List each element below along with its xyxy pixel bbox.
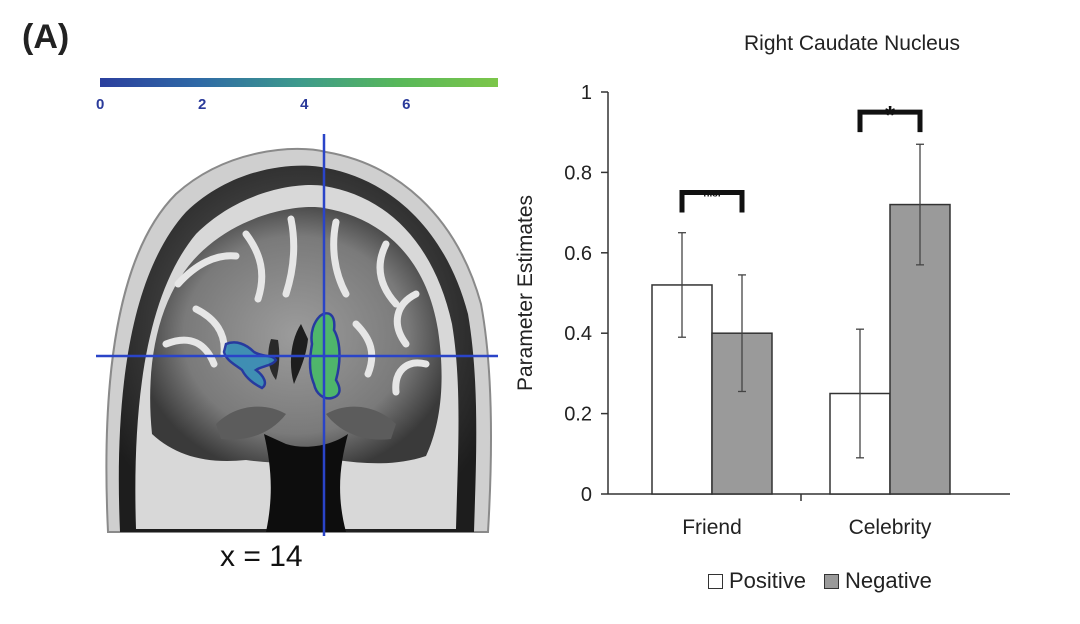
colorbar-tick-label: 2 bbox=[198, 96, 207, 113]
y-tick-label: 1 bbox=[581, 82, 592, 104]
colorbar-tick-label: 4 bbox=[300, 96, 309, 113]
panel-label: (A) bbox=[22, 18, 70, 56]
legend-item-negative: Negative bbox=[824, 568, 932, 594]
y-tick-label: 0 bbox=[581, 484, 592, 506]
significance-label: * bbox=[885, 100, 896, 130]
chart-title: Right Caudate Nucleus bbox=[744, 32, 960, 55]
colorbar bbox=[100, 78, 498, 87]
legend-label-negative: Negative bbox=[845, 568, 932, 593]
y-axis-label: Parameter Estimates bbox=[514, 195, 537, 391]
significance-bracket bbox=[857, 109, 923, 133]
legend-item-positive: Positive bbox=[708, 568, 806, 594]
colorbar-tick-label: 0 bbox=[96, 96, 105, 113]
significance-label: n.s. bbox=[703, 189, 720, 200]
x-tick-label: Friend bbox=[682, 516, 742, 539]
significance-bracket bbox=[679, 190, 745, 213]
y-tick-label: 0.8 bbox=[564, 162, 592, 184]
y-tick-label: 0.6 bbox=[564, 243, 592, 265]
y-tick-label: 0.2 bbox=[564, 404, 592, 426]
legend-swatch-positive bbox=[708, 573, 723, 589]
bar-chart: Right Caudate Nucleus Parameter Estimates… bbox=[500, 18, 1080, 624]
brain-slice-image bbox=[96, 134, 498, 536]
chart-legend: Positive Negative bbox=[708, 568, 950, 594]
legend-swatch-negative bbox=[824, 573, 840, 589]
slice-coordinate-label: x = 14 bbox=[220, 540, 303, 573]
x-tick-label: Celebrity bbox=[849, 516, 932, 539]
y-tick-label: 0.4 bbox=[564, 323, 592, 345]
colorbar-tick-label: 6 bbox=[402, 96, 411, 113]
legend-label-positive: Positive bbox=[729, 568, 807, 593]
